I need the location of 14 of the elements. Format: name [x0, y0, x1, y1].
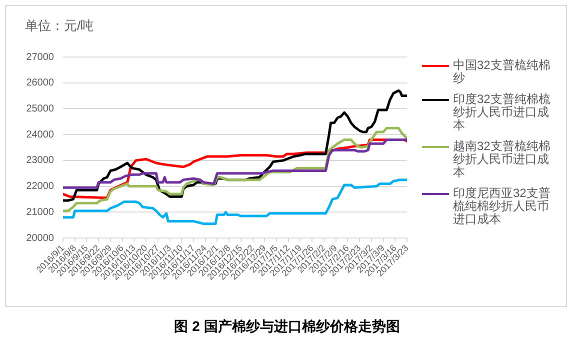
y-tick-label: 23000 [26, 155, 54, 166]
legend-label: 越南32支普梳纯棉纱折人民币进口成本 [453, 139, 552, 179]
y-tick-label: 27000 [26, 52, 54, 63]
y-tick-label: 25000 [26, 103, 54, 114]
legend-label: 中国32支普梳纯棉纱 [453, 58, 552, 85]
y-tick-label: 22000 [26, 181, 54, 192]
y-tick-label: 26000 [26, 78, 54, 89]
y-tick-label: 21000 [26, 206, 54, 218]
y-tick-label: 24000 [26, 129, 54, 140]
legend-label: 印度32支普纯棉梳纱折人民币进口成本 [453, 92, 552, 132]
text: 图 2 国产棉纱与进口棉纱价格走势图 [173, 318, 401, 336]
y-axis-title: 单位：元/吨 [25, 17, 94, 35]
legend-label: 印度尼西亚32支普梳纯棉纱折人民币进口成本 [453, 186, 552, 226]
y-tick-label: 20000 [26, 232, 54, 244]
